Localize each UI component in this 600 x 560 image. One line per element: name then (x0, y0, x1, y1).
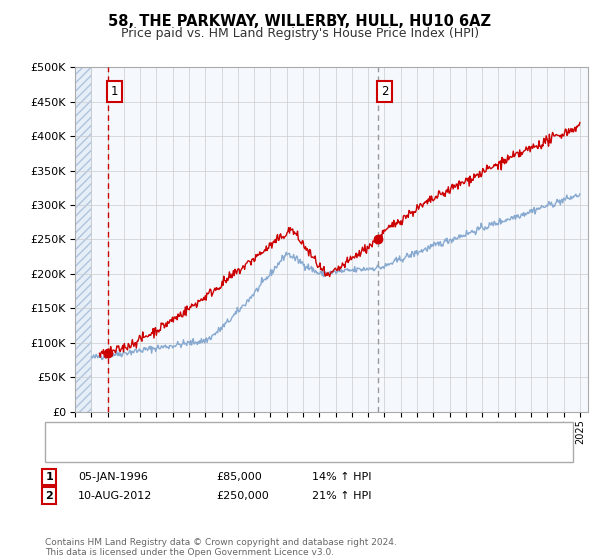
Text: Price paid vs. HM Land Registry's House Price Index (HPI): Price paid vs. HM Land Registry's House … (121, 27, 479, 40)
Text: 10-AUG-2012: 10-AUG-2012 (78, 491, 152, 501)
Text: 21% ↑ HPI: 21% ↑ HPI (312, 491, 371, 501)
Text: 58, THE PARKWAY, WILLERBY, HULL, HU10 6AZ: 58, THE PARKWAY, WILLERBY, HULL, HU10 6A… (109, 14, 491, 29)
Bar (75, 67, 91, 412)
Text: HPI: Average price, detached house, East Riding of Yorkshire: HPI: Average price, detached house, East… (84, 447, 421, 457)
Text: 2: 2 (46, 491, 53, 501)
Text: ———: ——— (54, 427, 91, 440)
Text: ———: ——— (54, 445, 91, 459)
Text: 2: 2 (381, 85, 388, 98)
Bar (75, 67, 91, 412)
Text: 58, THE PARKWAY, WILLERBY, HULL, HU10 6AZ (detached house): 58, THE PARKWAY, WILLERBY, HULL, HU10 6A… (84, 428, 446, 438)
Text: 1: 1 (46, 472, 53, 482)
Text: £85,000: £85,000 (216, 472, 262, 482)
Text: £250,000: £250,000 (216, 491, 269, 501)
Text: 14% ↑ HPI: 14% ↑ HPI (312, 472, 371, 482)
Text: 05-JAN-1996: 05-JAN-1996 (78, 472, 148, 482)
Text: 1: 1 (111, 85, 118, 98)
Text: Contains HM Land Registry data © Crown copyright and database right 2024.
This d: Contains HM Land Registry data © Crown c… (45, 538, 397, 557)
